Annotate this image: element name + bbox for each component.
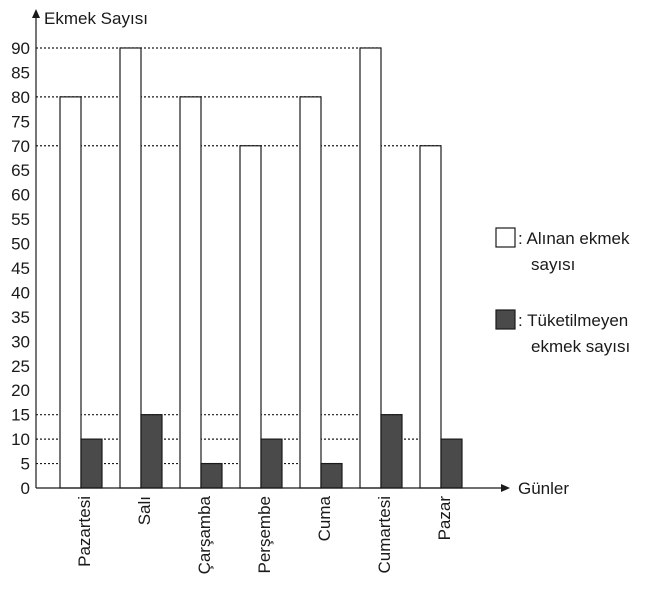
category-label: Cuma xyxy=(315,495,334,541)
legend-swatch-tuketilmeyen xyxy=(495,309,516,330)
y-tick-label: 15 xyxy=(11,406,30,425)
bar-tuketilmeyen xyxy=(380,414,403,489)
y-tick-label: 50 xyxy=(11,235,30,254)
y-tick-label: 60 xyxy=(11,186,30,205)
bar-alinan xyxy=(359,47,382,489)
bars xyxy=(59,47,463,489)
y-tick-label: 10 xyxy=(11,430,30,449)
bar-alinan xyxy=(119,47,142,489)
category-labels: Pazartesi Salı Çarşamba Perşembe Cuma Cumarte… xyxy=(75,495,454,574)
category-label: Pazar xyxy=(435,496,454,541)
axes: Ekmek Sayısı Günler xyxy=(32,9,569,498)
bar-alinan xyxy=(419,145,442,489)
category-label: Pazartesi xyxy=(75,496,94,567)
legend-label-tuketilmeyen-1: : Tüketilmeyen xyxy=(518,311,628,330)
bar-alinan xyxy=(59,96,82,489)
bar-tuketilmeyen xyxy=(320,462,343,489)
y-tick-label: 80 xyxy=(11,88,30,107)
bar-tuketilmeyen xyxy=(140,414,163,489)
y-axis-title: Ekmek Sayısı xyxy=(44,9,148,28)
category-label: Salı xyxy=(135,496,154,525)
bar-tuketilmeyen xyxy=(440,438,463,489)
y-tick-label: 20 xyxy=(11,381,30,400)
x-axis-arrow-icon xyxy=(501,484,510,492)
y-tick-label: 45 xyxy=(11,259,30,278)
y-tick-label: 55 xyxy=(11,210,30,229)
bar-tuketilmeyen xyxy=(200,462,223,489)
bar-tuketilmeyen xyxy=(80,438,103,489)
bar-alinan xyxy=(239,145,262,489)
y-tick-label: 65 xyxy=(11,161,30,180)
category-label: Çarşamba xyxy=(195,495,214,574)
legend-label-alinan-2: sayısı xyxy=(531,255,575,274)
legend: : Alınan ekmek sayısı : Tüketilmeyen ekm… xyxy=(495,227,630,356)
y-tick-label: 70 xyxy=(11,137,30,156)
y-tick-labels: 0 5 10 15 20 25 30 35 40 45 50 55 60 65 70 75 80 85 90 xyxy=(11,39,30,498)
y-tick-label: 40 xyxy=(11,283,30,302)
y-tick-label: 75 xyxy=(11,112,30,131)
y-tick-label: 25 xyxy=(11,357,30,376)
legend-swatch-alinan xyxy=(495,227,516,248)
y-tick-label: 0 xyxy=(21,479,30,498)
y-tick-label: 35 xyxy=(11,308,30,327)
y-tick-label: 30 xyxy=(11,332,30,351)
y-tick-label: 90 xyxy=(11,39,30,58)
x-axis-title: Günler xyxy=(518,479,569,498)
y-tick-label: 5 xyxy=(21,455,30,474)
legend-label-alinan-1: : Alınan ekmek xyxy=(518,229,630,248)
y-axis-arrow-icon xyxy=(32,9,40,18)
y-tick-label: 85 xyxy=(11,63,30,82)
bar-alinan xyxy=(299,96,322,489)
legend-label-tuketilmeyen-2: ekmek sayısı xyxy=(531,337,630,356)
category-label: Cumartesi xyxy=(375,496,394,573)
bar-alinan xyxy=(179,96,202,489)
bar-tuketilmeyen xyxy=(260,438,283,489)
category-label: Perşembe xyxy=(255,496,274,573)
